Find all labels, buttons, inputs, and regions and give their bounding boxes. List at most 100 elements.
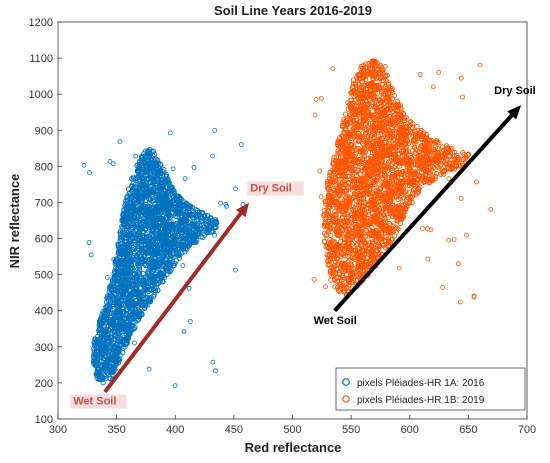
data-point: [177, 252, 183, 258]
data-point: [140, 238, 146, 244]
data-point: [169, 184, 175, 190]
data-point: [138, 245, 145, 251]
data-point: [138, 154, 145, 160]
data-point: [165, 227, 171, 234]
outlier-point: [131, 340, 137, 346]
data-point: [93, 363, 99, 369]
outlier-point: [110, 161, 116, 167]
data-point: [99, 376, 105, 383]
data-point: [124, 267, 130, 273]
outlier-point: [133, 153, 139, 159]
outlier-point: [212, 127, 218, 133]
data-point: [172, 222, 178, 228]
data-point: [102, 373, 108, 379]
data-point: [166, 219, 172, 225]
data-point: [125, 276, 131, 283]
data-point: [107, 301, 113, 307]
outlier-point: [117, 138, 123, 144]
outlier-point: [86, 239, 92, 245]
data-point: [115, 241, 121, 247]
data-point: [100, 380, 106, 386]
data-point: [113, 324, 119, 330]
data-point: [106, 328, 112, 334]
data-point: [146, 258, 152, 264]
outlier-point: [180, 263, 186, 269]
data-point: [114, 256, 120, 262]
data-point: [186, 224, 192, 230]
outlier-point: [167, 130, 173, 136]
data-point: [102, 376, 109, 382]
data-point: [96, 322, 102, 328]
data-point: [151, 266, 157, 273]
outlier-point: [146, 366, 152, 372]
data-point: [139, 155, 145, 161]
outlier-point: [88, 252, 94, 258]
data-point: [97, 366, 103, 372]
data-point: [157, 225, 164, 232]
data-point: [137, 171, 143, 178]
outlier-point: [233, 186, 239, 192]
outlier-point: [218, 200, 224, 206]
data-point: [146, 158, 152, 164]
outlier-point: [181, 328, 187, 334]
data-point: [212, 224, 218, 230]
data-point: [332, 284, 338, 290]
data-point: [132, 291, 139, 297]
series-0-points: [81, 127, 246, 389]
outlier-point: [210, 153, 216, 159]
data-point: [134, 303, 140, 309]
data-point: [165, 209, 172, 215]
data-point: [122, 344, 128, 350]
data-point: [124, 193, 130, 200]
data-point: [134, 219, 140, 226]
outlier-point: [182, 176, 188, 182]
data-point: [137, 300, 143, 306]
outlier-point: [191, 164, 197, 170]
outlier-point: [104, 274, 110, 280]
data-point: [143, 204, 149, 210]
data-point: [198, 221, 204, 227]
outlier-point: [81, 162, 87, 168]
data-point: [152, 289, 158, 295]
outlier-point: [186, 285, 192, 291]
data-point: [212, 217, 219, 223]
data-point: [127, 316, 134, 323]
outlier-point: [87, 170, 92, 176]
data-point: [138, 204, 144, 211]
outlier-point: [233, 267, 238, 273]
data-point: [201, 224, 207, 230]
data-point: [136, 191, 142, 198]
data-point: [164, 237, 170, 243]
data-point: [129, 283, 135, 289]
data-point: [152, 239, 158, 245]
data-point: [111, 289, 117, 295]
data-point: [123, 326, 129, 332]
data-point: [156, 198, 162, 204]
data-point: [160, 279, 166, 285]
data-point: [127, 249, 134, 256]
data-point: [117, 265, 123, 271]
data-point: [178, 229, 184, 235]
outlier-point: [210, 359, 216, 365]
data-point: [121, 283, 127, 289]
data-point: [131, 229, 137, 235]
data-point: [160, 219, 166, 225]
data-point: [163, 223, 169, 229]
data-point: [152, 170, 159, 176]
data-point: [151, 185, 157, 191]
data-point: [139, 277, 145, 284]
data-point: [122, 230, 128, 236]
data-point: [121, 277, 127, 284]
data-point: [165, 177, 171, 183]
data-point: [122, 217, 129, 223]
data-point: [165, 180, 171, 186]
outlier-point: [238, 142, 244, 147]
data-point: [414, 123, 420, 130]
data-point: [149, 234, 156, 240]
data-point: [125, 337, 131, 343]
data-point: [169, 245, 175, 252]
data-point: [145, 278, 152, 284]
data-point: [168, 185, 174, 191]
data-point: [151, 258, 158, 264]
outlier-point: [172, 383, 178, 389]
